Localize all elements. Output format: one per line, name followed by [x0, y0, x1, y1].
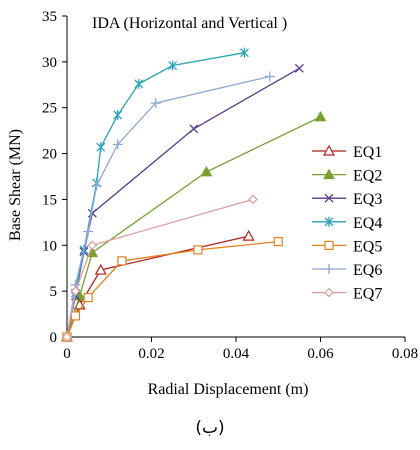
data-point-eq6	[91, 180, 102, 191]
data-point-eq3	[87, 208, 97, 218]
y-tick-label: 15	[42, 192, 57, 208]
series-eq6	[62, 71, 275, 342]
data-point-eq5	[70, 311, 81, 321]
data-point-eq2	[314, 110, 327, 122]
series-line-eq5	[66, 240, 279, 338]
data-point-eq7	[62, 332, 72, 342]
series-line-eq7	[66, 198, 254, 338]
y-tick-label: 30	[42, 55, 57, 71]
data-point-eq4	[96, 142, 106, 153]
data-point-eq6	[83, 226, 94, 237]
data-point-eq4	[168, 60, 178, 71]
y-tick-label: 25	[42, 101, 57, 117]
legend-swatch-marker	[324, 240, 334, 250]
x-axis-label: Radial Displacement (m)	[148, 381, 309, 398]
legend-item-eq3: EQ3	[312, 191, 382, 208]
y-tick-label: 10	[42, 238, 57, 254]
y-tick-label: 5	[50, 284, 58, 300]
legend-label: EQ4	[353, 215, 382, 232]
legend-swatch-marker	[324, 287, 334, 298]
data-point-eq4	[239, 47, 249, 58]
y-tick-label: 20	[42, 147, 57, 163]
data-point-eq4	[134, 78, 144, 89]
data-point-eq7	[248, 194, 258, 205]
legend-label: EQ3	[353, 191, 382, 208]
data-point-eq5	[83, 292, 93, 303]
chart-series	[60, 47, 327, 342]
legend-item-eq4: EQ4	[312, 215, 382, 232]
data-point-eq6	[112, 139, 123, 150]
chart-title: IDA (Horizontal and Vertical )	[92, 15, 287, 32]
y-tick-label: 35	[42, 9, 57, 25]
legend-swatch-marker	[324, 264, 334, 274]
figure-caption: (ب)	[195, 418, 225, 438]
series-line-eq4	[66, 52, 245, 338]
data-point-eq1	[94, 263, 107, 275]
legend-swatch-marker	[322, 144, 336, 156]
data-point-eq6	[264, 71, 275, 82]
x-tick-label: 0	[63, 346, 71, 362]
data-point-eq7	[70, 286, 81, 296]
data-point-eq4	[113, 110, 123, 121]
chart-axes: 0 5 10 15 20 25 30 35 0 0.02 0.04 0.06 0.08	[42, 9, 418, 362]
data-point-eq7	[87, 240, 98, 251]
legend-label: EQ1	[353, 144, 382, 161]
series-line-eq6	[66, 75, 270, 338]
series-eq3	[62, 63, 304, 342]
y-tick-label: 0	[50, 330, 58, 346]
legend-label: EQ7	[353, 286, 382, 303]
chart-legend: EQ1 EQ2 EQ3 EQ4 EQ5 EQ6 EQ7	[312, 144, 382, 303]
legend-item-eq6: EQ6	[312, 262, 382, 279]
legend-swatch-marker	[324, 193, 334, 203]
ida-chart: 0 5 10 15 20 25 30 35 0 0.02 0.04 0.06 0.08 IDA (Hor…	[7, 9, 418, 398]
series-line-eq3	[66, 67, 300, 338]
series-eq7	[62, 194, 258, 342]
data-point-eq6	[150, 98, 161, 109]
data-point-eq2	[200, 165, 213, 177]
data-point-eq5	[193, 245, 203, 255]
legend-swatch-marker	[323, 168, 335, 180]
legend-item-eq2: EQ2	[312, 168, 382, 185]
data-point-eq3	[294, 63, 304, 73]
series-line-eq2	[66, 116, 321, 338]
x-tick-label: 0.06	[307, 346, 334, 362]
x-tick-label: 0.08	[392, 346, 418, 362]
legend-item-eq1: EQ1	[312, 144, 382, 161]
legend-label: EQ2	[353, 168, 382, 185]
data-point-eq5	[273, 237, 283, 247]
y-axis-label: Base Shear (MN)	[7, 129, 24, 241]
data-point-eq1	[242, 229, 255, 241]
legend-label: EQ6	[353, 262, 382, 279]
x-tick-label: 0.04	[223, 346, 250, 362]
legend-item-eq5: EQ5	[312, 238, 382, 255]
x-tick-label: 0.02	[138, 346, 164, 362]
legend-label: EQ5	[353, 238, 382, 255]
data-point-eq3	[189, 124, 199, 134]
legend-swatch-marker	[324, 216, 334, 227]
data-point-eq5	[117, 256, 127, 266]
legend-item-eq7: EQ7	[312, 286, 382, 303]
